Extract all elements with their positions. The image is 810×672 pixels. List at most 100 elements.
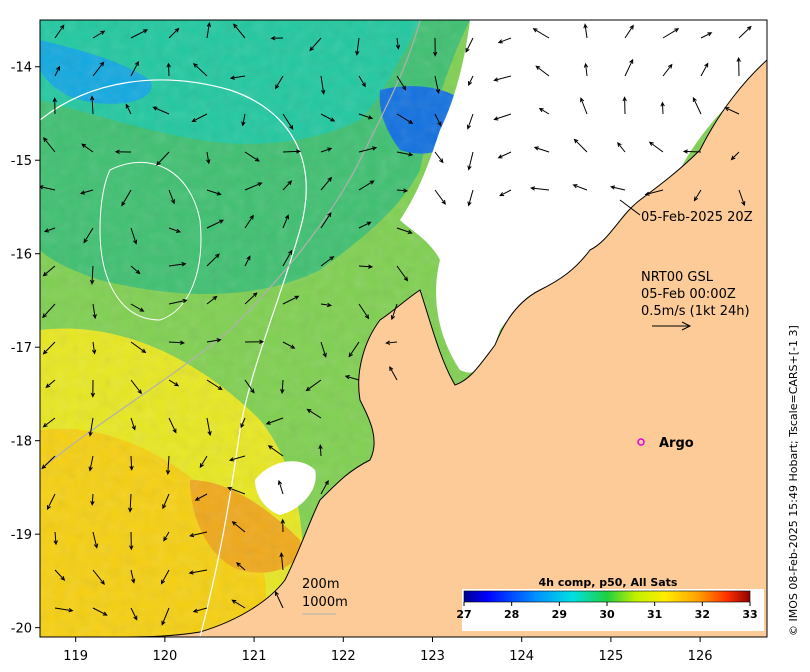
current-arrow-icon	[121, 189, 132, 207]
current-arrow-icon	[493, 75, 512, 82]
current-arrow-icon	[92, 607, 108, 616]
argo-label: Argo	[659, 436, 694, 451]
current-arrow-icon	[168, 379, 180, 387]
current-arrow-icon	[90, 95, 95, 115]
current-arrow-icon	[270, 36, 284, 41]
colorbar-tick-label: 28	[504, 608, 519, 621]
current-arrow-icon	[130, 227, 138, 245]
y-tick-label: -15	[11, 154, 32, 169]
current-arrow-icon	[206, 295, 218, 305]
current-arrow-icon	[358, 75, 366, 88]
timestamp-label: 05-Feb-2025 20Z	[641, 210, 753, 225]
current-arrow-icon	[318, 444, 323, 457]
current-arrow-icon	[700, 32, 713, 39]
current-arrow-icon	[244, 151, 260, 162]
current-arrow-icon	[192, 607, 208, 613]
colorbar: 4h comp, p50, All Sats 27 28 29 30 31 32 33	[456, 576, 764, 631]
current-arrow-icon	[538, 107, 550, 115]
x-tick-label: 121	[242, 649, 267, 664]
y-tick-label: -16	[11, 248, 32, 263]
current-arrow-icon	[130, 417, 136, 431]
current-arrow-icon	[267, 445, 284, 457]
current-arrow-icon	[320, 211, 332, 229]
current-arrow-icon	[43, 137, 56, 153]
product-line-2: 05-Feb 00:00Z	[641, 287, 736, 302]
current-arrow-icon	[396, 227, 413, 235]
current-arrow-icon	[168, 262, 187, 267]
current-arrow-icon	[617, 142, 626, 153]
current-arrow-icon	[130, 341, 147, 354]
map-frame	[39, 19, 768, 638]
x-tick-label: 126	[688, 649, 713, 664]
current-arrow-icon	[282, 341, 296, 349]
current-arrow-icon	[434, 113, 442, 127]
product-line-1: NRT00 GSL	[641, 270, 714, 285]
current-arrow-icon	[206, 151, 211, 165]
current-arrow-icon	[128, 493, 133, 513]
current-arrow-icon	[700, 62, 709, 77]
current-arrow-icon	[206, 379, 223, 391]
current-arrow-icon	[130, 607, 138, 621]
current-arrow-icon	[306, 408, 322, 419]
current-arrow-icon	[160, 569, 170, 585]
current-arrow-icon	[358, 221, 372, 229]
y-tick-label: -20	[11, 622, 32, 637]
current-arrow-icon	[493, 113, 512, 121]
current-arrow-icon	[130, 303, 145, 312]
current-arrow-icon	[610, 185, 626, 191]
current-arrow-icon	[130, 379, 143, 395]
current-arrow-icon	[320, 479, 329, 495]
current-arrow-icon	[92, 531, 99, 549]
current-arrow-icon	[465, 37, 474, 53]
y-tick-label: -18	[11, 435, 32, 450]
current-arrow-icon	[231, 599, 246, 609]
current-arrow-icon	[497, 37, 512, 44]
current-arrow-icon	[662, 28, 680, 39]
current-arrow-icon	[168, 189, 175, 205]
map-plot-area	[40, 20, 767, 637]
current-arrow-icon	[89, 265, 95, 285]
current-arrow-icon	[46, 493, 56, 511]
current-arrow-icon	[279, 552, 284, 571]
current-arrow-icon	[274, 590, 284, 609]
current-arrow-icon	[130, 569, 136, 584]
current-arrow-icon	[130, 265, 141, 275]
x-tick-label: 120	[152, 649, 177, 664]
current-arrow-icon	[644, 189, 664, 196]
current-arrow-icon	[434, 75, 441, 95]
current-arrow-icon	[395, 37, 401, 50]
current-arrow-icon	[358, 264, 374, 269]
contour-200-label: 200m	[302, 577, 339, 592]
current-arrow-icon	[53, 531, 58, 546]
current-arrow-icon	[396, 75, 407, 91]
current-arrow-icon	[83, 227, 94, 244]
colorbar-tick-label: 29	[552, 608, 567, 621]
current-arrow-icon	[168, 27, 180, 39]
current-arrow-icon	[233, 23, 246, 39]
current-arrow-icon	[241, 113, 246, 127]
current-arrow-icon	[229, 75, 246, 80]
current-arrow-icon	[282, 149, 302, 154]
current-arrow-icon	[624, 58, 634, 77]
current-arrow-icon	[166, 62, 171, 77]
current-arrow-icon	[358, 113, 374, 120]
current-arrow-icon	[168, 298, 188, 305]
current-arrow-icon	[168, 227, 182, 233]
current-arrow-icon	[125, 103, 132, 115]
current-arrow-icon	[92, 569, 105, 585]
current-arrow-icon	[358, 303, 370, 320]
x-tick-label: 122	[331, 649, 356, 664]
current-arrow-icon	[355, 37, 360, 56]
current-arrow-icon	[129, 531, 134, 551]
current-arrow-icon	[389, 365, 398, 381]
x-tick-label: 123	[420, 649, 445, 664]
current-arrow-icon	[467, 151, 474, 171]
current-arrow-icon	[54, 569, 66, 581]
current-arrows	[40, 21, 752, 626]
current-arrow-icon	[467, 189, 474, 207]
current-arrow-icon	[152, 106, 170, 115]
credit-text: © IMOS 08-Feb-2025 15:49 Hobart; Tscale=…	[787, 325, 800, 636]
current-arrow-icon	[434, 151, 444, 164]
current-arrow-icon	[320, 75, 326, 95]
